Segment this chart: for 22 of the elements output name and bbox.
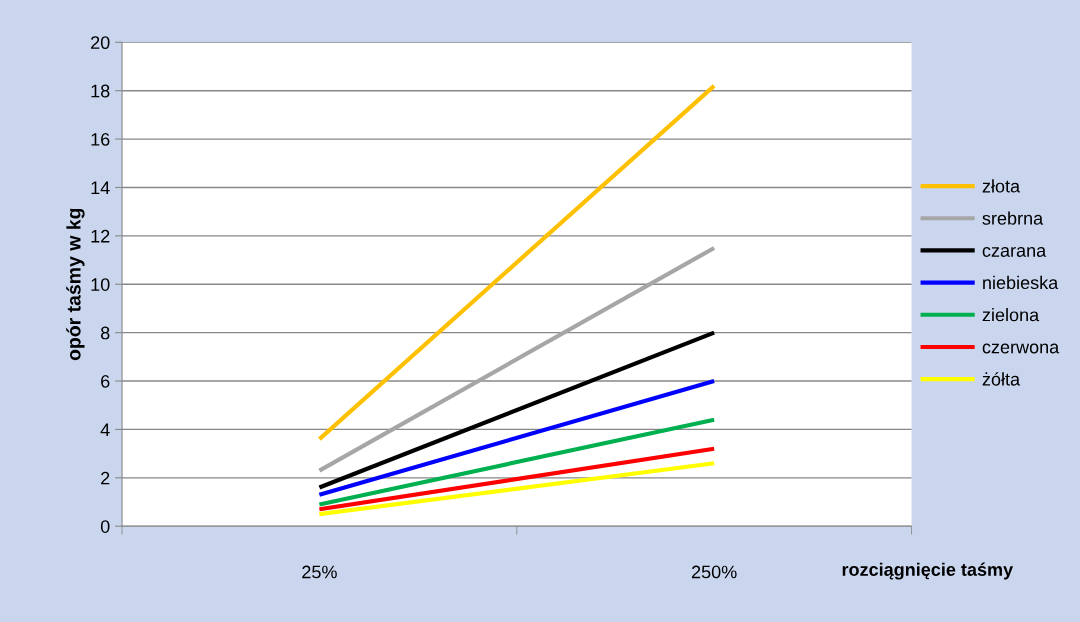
y-tick-label: 10: [91, 278, 110, 291]
legend-label: srebrna: [982, 211, 1044, 225]
y-tick-label: 20: [91, 36, 110, 50]
legend-label: zielona: [982, 308, 1040, 322]
x-axis-title: rozciągnięcie taśmy: [842, 562, 1014, 580]
legend-label: czerwona: [982, 343, 1060, 354]
y-tick-label: 12: [91, 229, 110, 243]
x-tick-label: 25%: [302, 565, 337, 579]
y-axis-title: opór taśmy w kg: [66, 208, 85, 361]
y-tick-label: 14: [91, 181, 110, 195]
y-tick-label: 0: [100, 520, 110, 533]
legend-label: niebieska: [983, 275, 1059, 290]
y-tick-label: 18: [91, 84, 110, 98]
y-tick-label: 8: [100, 326, 110, 340]
y-tick-label: 6: [101, 374, 110, 388]
legend-label: żółta: [982, 372, 1021, 386]
y-tick-label: 2: [101, 471, 110, 485]
y-tick-label: 16: [91, 133, 110, 146]
x-tick-label: 250%: [691, 565, 737, 579]
y-tick-label: 4: [100, 423, 110, 436]
legend-label: złota: [982, 179, 1021, 193]
legend-label: czarana: [982, 247, 1047, 257]
